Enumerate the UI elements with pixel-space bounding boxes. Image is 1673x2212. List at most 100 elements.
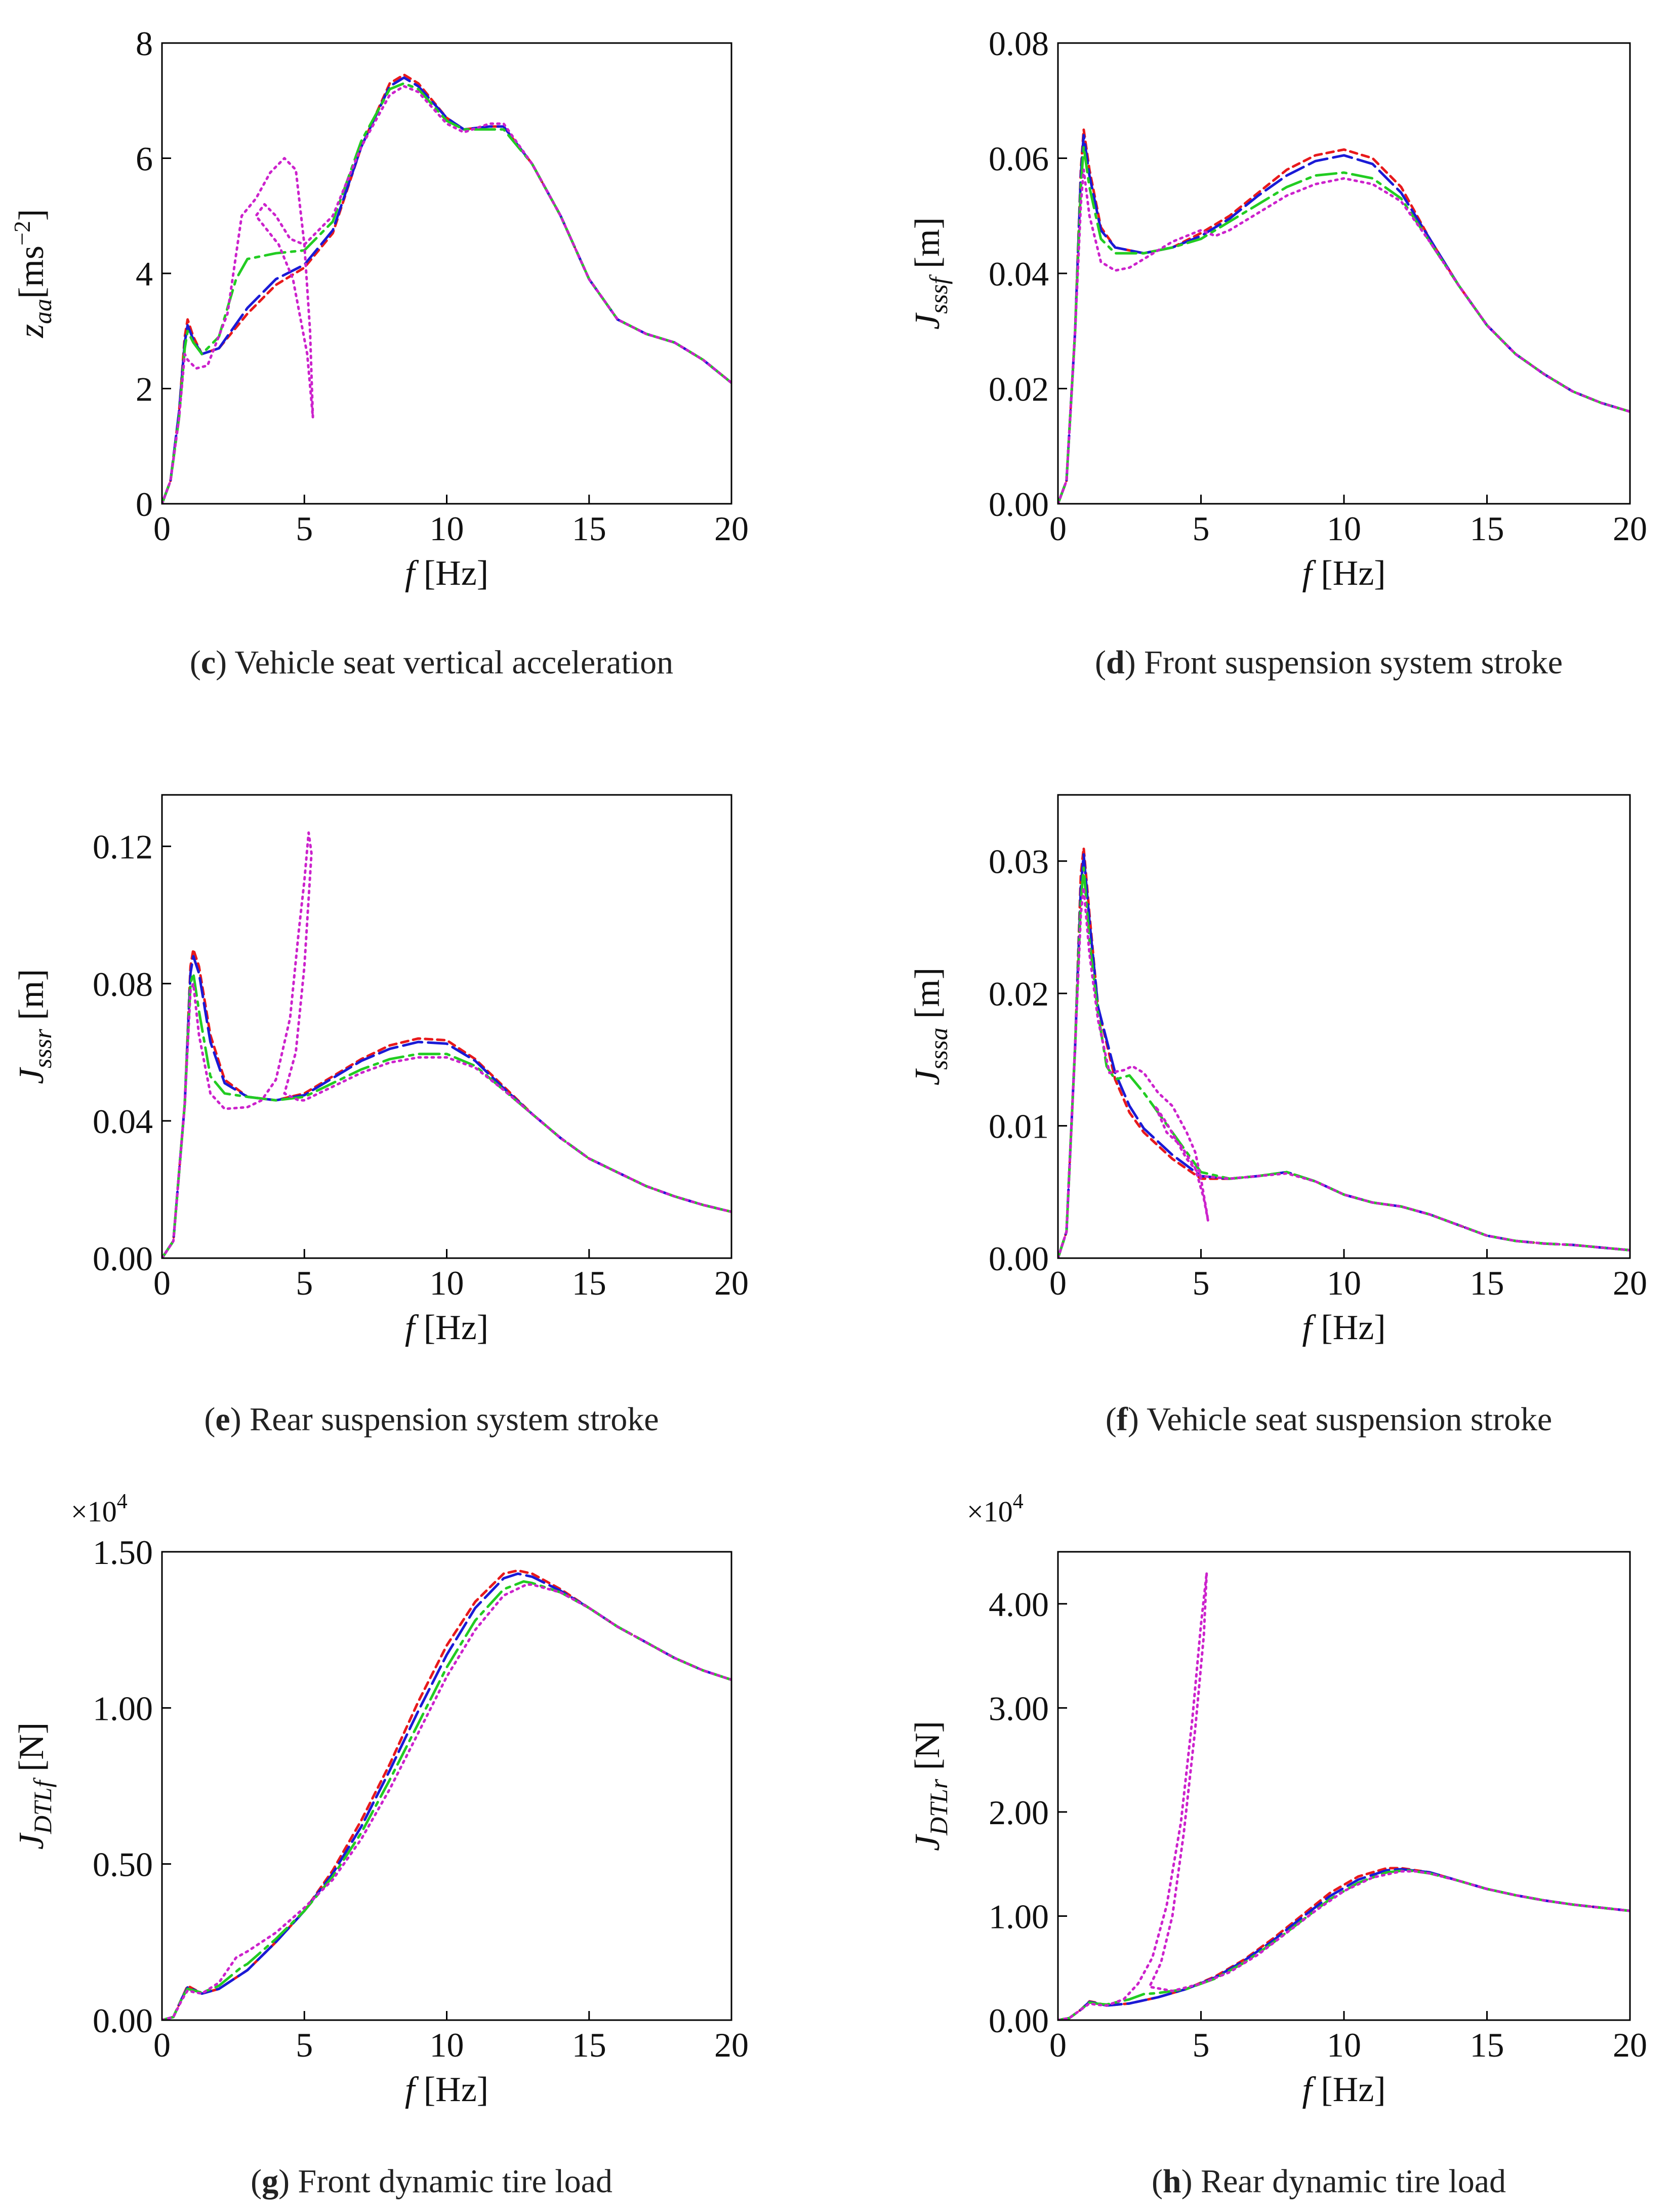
chart-h-series-s4 <box>1058 1571 1630 2020</box>
chart-d-ytick-label: 0.00 <box>989 485 1049 524</box>
chart-d-series-s2 <box>1058 134 1630 504</box>
chart-f-series-s1 <box>1058 847 1630 1258</box>
chart-f-xtick-label: 15 <box>1470 1264 1504 1302</box>
chart-e-xtick-label: 0 <box>153 1264 171 1302</box>
chart-h-ytick-label: 2.00 <box>989 1793 1049 1832</box>
chart-f-caption: (f) Vehicle seat suspension stroke <box>1106 1401 1552 1438</box>
chart-h-ytick-label: 4.00 <box>989 1585 1049 1624</box>
chart-c-series-s3 <box>162 82 731 504</box>
chart-h-ytick-label: 0.00 <box>989 2001 1049 2040</box>
chart-f-ytick-label: 0.02 <box>989 975 1049 1013</box>
chart-h-frame <box>1057 1551 1631 2021</box>
chart-f-xlabel: f [Hz] <box>1302 1308 1385 1347</box>
chart-g-xtick-label: 15 <box>572 2026 606 2064</box>
chart-g-xlabel: f [Hz] <box>405 2070 488 2109</box>
chart-e-xtick-label: 20 <box>714 1264 749 1302</box>
chart-f-series-s4 <box>1058 886 1630 1258</box>
chart-e-ylabel: Jsssr [m] <box>12 969 57 1084</box>
chart-f-ytick-label: 0.03 <box>989 842 1049 881</box>
chart-g: 0 5 10 15 20 0.00 0.50 1.00 1.50 f [Hz] JDTLf [N] ×… <box>12 1490 749 2200</box>
chart-e-ytick-label: 0.08 <box>93 965 153 1003</box>
chart-c-xtick-label: 20 <box>714 509 749 548</box>
chart-e-caption: (e) Rear suspension system stroke <box>204 1401 659 1438</box>
chart-c-caption: (c) Vehicle seat vertical acceleration <box>190 644 673 681</box>
chart-f-xtick-label: 10 <box>1327 1264 1361 1302</box>
chart-d-xtick-label: 10 <box>1327 509 1361 548</box>
chart-c-ylabel: zaa[ms−2] <box>9 209 57 339</box>
chart-g-caption: (g) Front dynamic tire load <box>251 2163 613 2200</box>
chart-h-series-s3 <box>1058 1869 1630 2020</box>
chart-d-ytick-label: 0.02 <box>989 370 1049 409</box>
chart-c-series-s4 <box>162 85 731 504</box>
chart-d-xtick-label: 0 <box>1049 509 1067 548</box>
chart-h-xlabel: f [Hz] <box>1302 2070 1385 2109</box>
chart-e-ytick-label: 0.00 <box>93 1239 153 1278</box>
chart-h-ylabel: JDTLr [N] <box>908 1721 953 1851</box>
chart-g-multiplier: ×104 <box>71 1490 128 1528</box>
chart-e-series-s4 <box>162 831 731 1258</box>
chart-d-xlabel: f [Hz] <box>1302 554 1385 593</box>
chart-d-xtick-label: 5 <box>1193 509 1210 548</box>
chart-e-series-s3 <box>162 972 731 1258</box>
chart-f-xtick-label: 5 <box>1193 1264 1210 1302</box>
chart-d: 0 5 10 15 20 0.00 0.02 0.04 0.06 0.08 f [Hz] Jsssf … <box>908 24 1647 681</box>
chart-c-xtick-label: 10 <box>430 509 464 548</box>
chart-c: 0 5 10 15 20 0 2 4 6 8 f [Hz] zaa[ms−2] (c) Vehicle … <box>9 24 749 681</box>
chart-h-xtick-label: 0 <box>1049 2026 1067 2064</box>
chart-h-ytick-label: 1.00 <box>989 1897 1049 1936</box>
chart-h-ytick-label: 3.00 <box>989 1689 1049 1727</box>
chart-c-ytick-label: 4 <box>136 255 153 293</box>
chart-d-series-s1 <box>1058 128 1630 504</box>
chart-f-ylabel: Jsssa [m] <box>908 968 953 1085</box>
chart-e-xtick-label: 15 <box>572 1264 606 1302</box>
chart-f-series-s2 <box>1058 853 1630 1258</box>
chart-d-ytick-label: 0.04 <box>989 255 1049 293</box>
chart-d-frame <box>1057 42 1631 505</box>
chart-c-xtick-label: 5 <box>296 509 313 548</box>
chart-g-xtick-label: 10 <box>430 2026 464 2064</box>
chart-g-xtick-label: 20 <box>714 2026 749 2064</box>
chart-g-frame <box>161 1551 732 2021</box>
chart-h-xtick-label: 20 <box>1613 2026 1647 2064</box>
chart-e-xtick-label: 5 <box>296 1264 313 1302</box>
chart-h-xtick-label: 5 <box>1193 2026 1210 2064</box>
chart-g-series-s4 <box>162 1583 731 2020</box>
chart-f-frame <box>1057 794 1631 1259</box>
chart-h-caption: (h) Rear dynamic tire load <box>1152 2163 1506 2200</box>
chart-g-xtick-label: 0 <box>153 2026 171 2064</box>
chart-h-xtick-label: 10 <box>1327 2026 1361 2064</box>
chart-d-series-s4 <box>1058 168 1630 504</box>
chart-d-series-s3 <box>1058 145 1630 504</box>
chart-e-series-s1 <box>162 948 731 1258</box>
chart-g-ytick-label: 1.50 <box>93 1533 153 1572</box>
chart-d-caption: (d) Front suspension system stroke <box>1095 644 1563 681</box>
chart-c-series-s2 <box>162 76 731 504</box>
chart-d-xtick-label: 20 <box>1613 509 1647 548</box>
chart-c-series-s1 <box>162 73 731 504</box>
chart-c-ytick-label: 6 <box>136 140 153 178</box>
chart-c-xlabel: f [Hz] <box>405 554 488 593</box>
chart-h-xtick-label: 15 <box>1470 2026 1504 2064</box>
chart-f-ytick-label: 0.01 <box>989 1107 1049 1146</box>
chart-c-xtick-label: 15 <box>572 509 606 548</box>
chart-d-ytick-label: 0.08 <box>989 24 1049 63</box>
chart-h: 0 5 10 15 20 0.00 1.00 2.00 3.00 4.00 f [Hz] JDTLr … <box>908 1490 1647 2200</box>
chart-g-ytick-label: 0.50 <box>93 1845 153 1884</box>
chart-f: 0 5 10 15 20 0.00 0.01 0.02 0.03 f [Hz] Jsssa [m] (… <box>908 794 1647 1438</box>
chart-g-xtick-label: 5 <box>296 2026 313 2064</box>
chart-e-ytick-label: 0.04 <box>93 1102 153 1141</box>
chart-e-xlabel: f [Hz] <box>405 1308 488 1347</box>
chart-d-xtick-label: 15 <box>1470 509 1504 548</box>
chart-d-ytick-label: 0.06 <box>989 140 1049 178</box>
chart-e: 0 5 10 15 20 0.00 0.04 0.08 0.12 f [Hz] Jsssr [m] (… <box>12 794 749 1438</box>
chart-c-ytick-label: 0 <box>136 485 153 524</box>
chart-c-ytick-label: 8 <box>136 24 153 63</box>
chart-f-ytick-label: 0.00 <box>989 1239 1049 1278</box>
chart-f-xtick-label: 20 <box>1613 1264 1647 1302</box>
chart-f-xtick-label: 0 <box>1049 1264 1067 1302</box>
chart-g-series-s3 <box>162 1580 731 2020</box>
chart-g-ylabel: JDTLf [N] <box>12 1722 57 1849</box>
chart-g-ytick-label: 1.00 <box>93 1689 153 1727</box>
chart-c-ytick-label: 2 <box>136 370 153 409</box>
